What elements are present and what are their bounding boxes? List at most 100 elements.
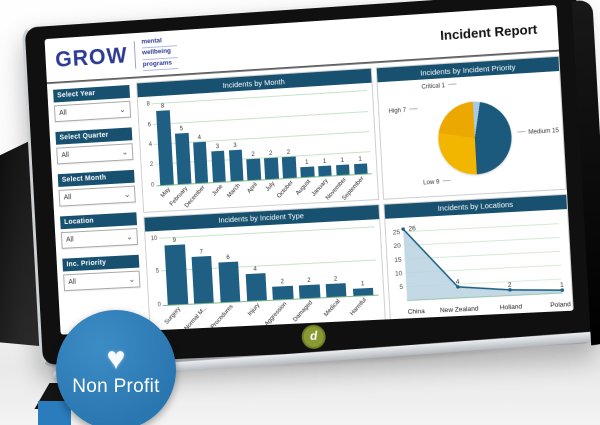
filter-value: All [68, 278, 77, 286]
bar-value-label: 2 [286, 150, 291, 157]
bar-group: 1 Harmful [346, 227, 377, 317]
filter-dropdown-year[interactable]: All ⌄ [53, 100, 132, 123]
panel-incidents-by-locations: Incidents by Locations 5 10 15 20 25 26 China 4… [383, 193, 574, 322]
filter-value: All [61, 151, 70, 160]
bar-chart-type: 0 5 10 9 Surgery 7 Normal M... 6 Procedures 4 Inju… [145, 219, 385, 332]
bar-value-label: 2 [251, 152, 255, 159]
filter-value: All [59, 109, 67, 117]
bar[interactable] [317, 165, 333, 177]
pie-data-label: Critical 1 [421, 82, 459, 90]
bar[interactable] [353, 163, 368, 175]
y-tick-label: 5 [400, 284, 405, 291]
bar[interactable] [218, 261, 241, 303]
bar-value-label: 1 [304, 159, 309, 166]
bar[interactable] [264, 158, 279, 180]
filter-select-quarter: Select Quarter All ⌄ [55, 127, 134, 165]
dashboard-body: Select Year All ⌄ Select Quarter All ⌄ [47, 52, 574, 335]
filter-value: All [63, 194, 72, 202]
x-category-label: Injury [247, 302, 262, 318]
filter-dropdown-location[interactable]: All ⌄ [60, 228, 139, 249]
chevron-down-icon: ⌄ [123, 189, 131, 199]
bar[interactable] [245, 273, 267, 301]
x-category-label: April [246, 181, 260, 195]
bar-group: 2 Medical [319, 229, 349, 318]
filter-dropdown-priority[interactable]: All ⌄ [63, 270, 141, 292]
heart-hands-icon: ♥ [106, 340, 126, 376]
x-category-label: Holland [500, 304, 523, 312]
bar[interactable] [174, 132, 192, 185]
x-category-label: July [265, 180, 277, 193]
bar[interactable] [164, 244, 188, 305]
y-tick-label: 20 [394, 243, 402, 250]
y-tick-label: 2 [149, 162, 154, 169]
bar[interactable] [335, 164, 350, 176]
x-category-label: May [159, 186, 172, 200]
bar[interactable] [325, 282, 347, 298]
tablet-device: GROW mental wellbeing programs Incident … [21, 0, 600, 369]
bar-value-label: 7 [199, 249, 204, 256]
chevron-down-icon: ⌄ [119, 104, 127, 114]
bar-value-label: 3 [233, 143, 237, 150]
bar-chart-month: 0 2 4 6 8 8 May 5 February 4 December 3 June 3 March 2 A… [138, 83, 379, 212]
filter-dropdown-quarter[interactable]: All ⌄ [56, 143, 134, 165]
bar[interactable] [191, 256, 215, 304]
x-category-label: October [275, 179, 295, 200]
bar-group: 2 Aggression [264, 232, 296, 327]
x-category-label: Normal M... [183, 305, 209, 332]
area-chart-svg: 5 10 15 20 25 26 China 4 New Zealand 2 Holland 1 Pol… [393, 209, 572, 316]
pie[interactable] [436, 99, 514, 177]
bar-value-label: 2 [268, 151, 273, 158]
panel-incidents-by-priority: Incidents by Incident Priority Critical … [376, 55, 567, 200]
pie-data-label: High 7 [388, 107, 420, 114]
filter-select-year: Select Year All ⌄ [53, 84, 132, 123]
bar[interactable] [352, 288, 374, 296]
bar-group: 6 Procedures [210, 234, 244, 330]
filter-label: Select Month [57, 169, 135, 187]
x-category-label: Aggression [263, 301, 288, 328]
pie-chart-priority: Critical 1 Medium 15 Low 9 High 7 [378, 71, 566, 199]
bar-value-label: 1 [360, 281, 365, 288]
panel-incidents-by-month: Incidents by Month 0 2 4 6 8 8 May 5 February 4 De… [136, 67, 380, 213]
bar-value-label: 1 [340, 157, 345, 164]
bar[interactable] [192, 141, 209, 184]
bar[interactable] [300, 166, 315, 178]
bars: 8 May 5 February 4 December 3 June 3 March 2 April 2… [154, 91, 370, 209]
x-category-label: March [226, 182, 242, 200]
logo-tagline: mental wellbeing programs [141, 35, 179, 71]
bar[interactable] [228, 149, 244, 182]
bar[interactable] [299, 284, 321, 299]
area-chart-locations: 5 10 15 20 25 26 China 4 New Zealand 2 Holland 1 Pol… [386, 209, 573, 320]
bar[interactable] [281, 156, 297, 179]
gridline [404, 237, 559, 245]
filter-label: Inc. Priority [62, 254, 140, 272]
bar-group: 4 Injury [240, 233, 270, 317]
grow-logo: GROW mental wellbeing programs [54, 35, 179, 77]
bar-group: 9 Surgery [161, 237, 191, 326]
x-category-label: June [210, 183, 224, 198]
x-category-label: Harmful [349, 297, 368, 317]
bar[interactable] [272, 285, 294, 300]
x-category-label: New Zealand [440, 306, 479, 315]
y-tick-label: 6 [147, 121, 152, 128]
bar[interactable] [156, 110, 174, 186]
non-profit-badge: ♥ Non Profit [56, 310, 176, 425]
y-tick-label: 8 [146, 101, 151, 108]
bar-group: 2 Damaged [293, 230, 323, 323]
y-tick-label: 0 [157, 302, 162, 309]
x-category-label: China [408, 308, 426, 316]
filter-dropdown-month[interactable]: All ⌄ [58, 185, 136, 207]
bars: 9 Surgery 7 Normal M... 6 Procedures 4 Injury 2 A… [161, 227, 377, 332]
page-title: Incident Report [439, 21, 538, 43]
bar[interactable] [211, 150, 227, 183]
y-tick-label: 10 [395, 270, 403, 277]
bar-value-label: 8 [160, 103, 165, 110]
area-fill [403, 220, 563, 301]
pie-data-label: Low 9 [423, 178, 454, 186]
y-tick-label: 15 [395, 256, 403, 263]
tagline-line: programs [142, 57, 179, 71]
panel-incidents-by-type: Incidents by Incident Type 0 5 10 9 Surgery 7… [143, 203, 387, 333]
bar-plot: 0 5 10 9 Surgery 7 Normal M... 6 Procedures 4 Inju… [151, 226, 379, 332]
pie-data-label: Medium 15 [514, 128, 559, 137]
bar[interactable] [246, 159, 262, 181]
y-tick-label: 10 [150, 235, 158, 243]
